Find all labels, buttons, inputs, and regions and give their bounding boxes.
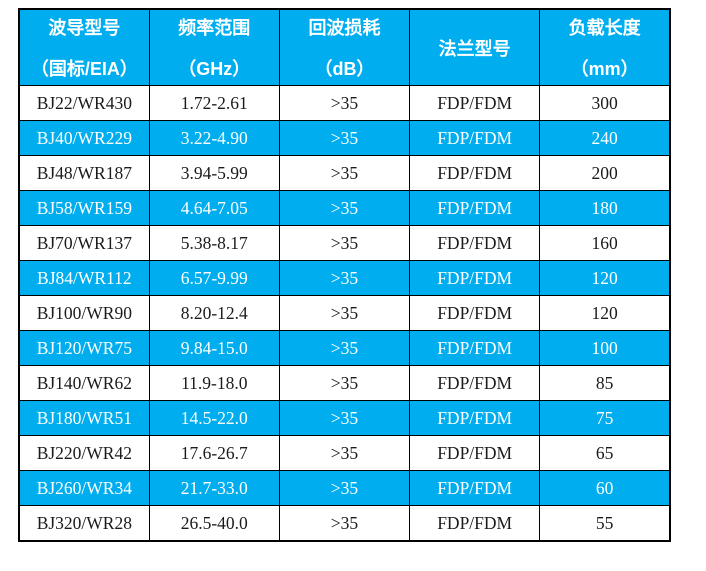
table-row: BJ140/WR62 11.9-18.0 >35 FDP/FDM 85 [17, 365, 672, 401]
cell-return-loss: >35 [278, 295, 411, 331]
cell-model: BJ320/WR28 [17, 505, 150, 542]
cell-return-loss: >35 [278, 435, 411, 471]
cell-frequency: 26.5-40.0 [148, 505, 280, 542]
cell-frequency: 11.9-18.0 [148, 365, 280, 401]
table-row: BJ260/WR34 21.7-33.0 >35 FDP/FDM 60 [17, 470, 672, 506]
cell-frequency: 4.64-7.05 [148, 190, 280, 226]
cell-load-length: 200 [539, 155, 672, 191]
cell-load-length: 75 [539, 400, 672, 436]
cell-frequency: 21.7-33.0 [148, 470, 280, 506]
table-row: BJ220/WR42 17.6-26.7 >35 FDP/FDM 65 [17, 435, 672, 471]
cell-load-length: 100 [539, 330, 672, 366]
cell-load-length: 120 [539, 260, 672, 296]
table-body: BJ22/WR430 1.72-2.61 >35 FDP/FDM 300 BJ4… [17, 85, 672, 542]
table-row: BJ40/WR229 3.22-4.90 >35 FDP/FDM 240 [17, 120, 672, 156]
column-header-load-length: 负载长度 （mm） [539, 8, 672, 86]
waveguide-load-spec-table: 波导型号 （国标/EIA） 频率范围 （GHz） 回波损耗 （dB） [17, 8, 672, 542]
cell-load-length: 120 [539, 295, 672, 331]
cell-return-loss: >35 [278, 400, 411, 436]
column-header-model: 波导型号 （国标/EIA） [17, 8, 150, 86]
column-header-flange: 法兰型号 [409, 8, 541, 86]
cell-flange: FDP/FDM [409, 435, 541, 471]
column-header-sublabel: （国标/EIA） [30, 59, 138, 79]
column-header-return-loss: 回波损耗 （dB） [278, 8, 411, 86]
cell-model: BJ48/WR187 [17, 155, 150, 191]
table-header: 波导型号 （国标/EIA） 频率范围 （GHz） 回波损耗 （dB） [17, 8, 672, 86]
cell-load-length: 240 [539, 120, 672, 156]
cell-return-loss: >35 [278, 365, 411, 401]
cell-model: BJ22/WR430 [17, 85, 150, 121]
cell-load-length: 180 [539, 190, 672, 226]
cell-frequency: 14.5-22.0 [148, 400, 280, 436]
cell-flange: FDP/FDM [409, 505, 541, 542]
cell-frequency: 8.20-12.4 [148, 295, 280, 331]
column-header-sublabel: （GHz） [178, 59, 251, 79]
cell-flange: FDP/FDM [409, 295, 541, 331]
cell-model: BJ58/WR159 [17, 190, 150, 226]
cell-flange: FDP/FDM [409, 120, 541, 156]
cell-model: BJ220/WR42 [17, 435, 150, 471]
table-row: BJ100/WR90 8.20-12.4 >35 FDP/FDM 120 [17, 295, 672, 331]
cell-flange: FDP/FDM [409, 85, 541, 121]
column-header-label: 波导型号 [48, 18, 121, 38]
cell-frequency: 5.38-8.17 [148, 225, 280, 261]
cell-load-length: 85 [539, 365, 672, 401]
cell-model: BJ260/WR34 [17, 470, 150, 506]
cell-frequency: 17.6-26.7 [148, 435, 280, 471]
cell-flange: FDP/FDM [409, 190, 541, 226]
table-row: BJ180/WR51 14.5-22.0 >35 FDP/FDM 75 [17, 400, 672, 436]
column-header-sublabel: （mm） [570, 59, 639, 79]
cell-flange: FDP/FDM [409, 470, 541, 506]
cell-return-loss: >35 [278, 330, 411, 366]
table-row: BJ48/WR187 3.94-5.99 >35 FDP/FDM 200 [17, 155, 672, 191]
column-header-sublabel: （dB） [314, 59, 375, 79]
cell-flange: FDP/FDM [409, 260, 541, 296]
cell-flange: FDP/FDM [409, 365, 541, 401]
cell-model: BJ180/WR51 [17, 400, 150, 436]
cell-load-length: 60 [539, 470, 672, 506]
cell-return-loss: >35 [278, 505, 411, 542]
cell-load-length: 160 [539, 225, 672, 261]
table-row: BJ120/WR75 9.84-15.0 >35 FDP/FDM 100 [17, 330, 672, 366]
cell-frequency: 1.72-2.61 [148, 85, 280, 121]
cell-return-loss: >35 [278, 190, 411, 226]
table-row: BJ70/WR137 5.38-8.17 >35 FDP/FDM 160 [17, 225, 672, 261]
cell-model: BJ120/WR75 [17, 330, 150, 366]
cell-return-loss: >35 [278, 120, 411, 156]
cell-frequency: 3.94-5.99 [148, 155, 280, 191]
cell-return-loss: >35 [278, 155, 411, 191]
cell-model: BJ40/WR229 [17, 120, 150, 156]
cell-load-length: 55 [539, 505, 672, 542]
cell-flange: FDP/FDM [409, 225, 541, 261]
cell-return-loss: >35 [278, 85, 411, 121]
column-header-label: 频率范围 [178, 18, 251, 38]
cell-model: BJ70/WR137 [17, 225, 150, 261]
cell-model: BJ84/WR112 [17, 260, 150, 296]
cell-model: BJ100/WR90 [17, 295, 150, 331]
cell-flange: FDP/FDM [409, 400, 541, 436]
header-row: 波导型号 （国标/EIA） 频率范围 （GHz） 回波损耗 （dB） [17, 8, 672, 86]
column-header-label: 负载长度 [568, 18, 641, 38]
cell-flange: FDP/FDM [409, 330, 541, 366]
table-row: BJ84/WR112 6.57-9.99 >35 FDP/FDM 120 [17, 260, 672, 296]
cell-load-length: 300 [539, 85, 672, 121]
cell-frequency: 3.22-4.90 [148, 120, 280, 156]
table-row: BJ22/WR430 1.72-2.61 >35 FDP/FDM 300 [17, 85, 672, 121]
table-row: BJ320/WR28 26.5-40.0 >35 FDP/FDM 55 [17, 505, 672, 542]
table-row: BJ58/WR159 4.64-7.05 >35 FDP/FDM 180 [17, 190, 672, 226]
column-header-label: 回波损耗 [308, 18, 381, 38]
cell-return-loss: >35 [278, 260, 411, 296]
cell-return-loss: >35 [278, 225, 411, 261]
cell-load-length: 65 [539, 435, 672, 471]
cell-frequency: 6.57-9.99 [148, 260, 280, 296]
column-header-label: 法兰型号 [438, 38, 511, 59]
cell-model: BJ140/WR62 [17, 365, 150, 401]
cell-flange: FDP/FDM [409, 155, 541, 191]
column-header-frequency: 频率范围 （GHz） [148, 8, 280, 86]
cell-return-loss: >35 [278, 470, 411, 506]
cell-frequency: 9.84-15.0 [148, 330, 280, 366]
